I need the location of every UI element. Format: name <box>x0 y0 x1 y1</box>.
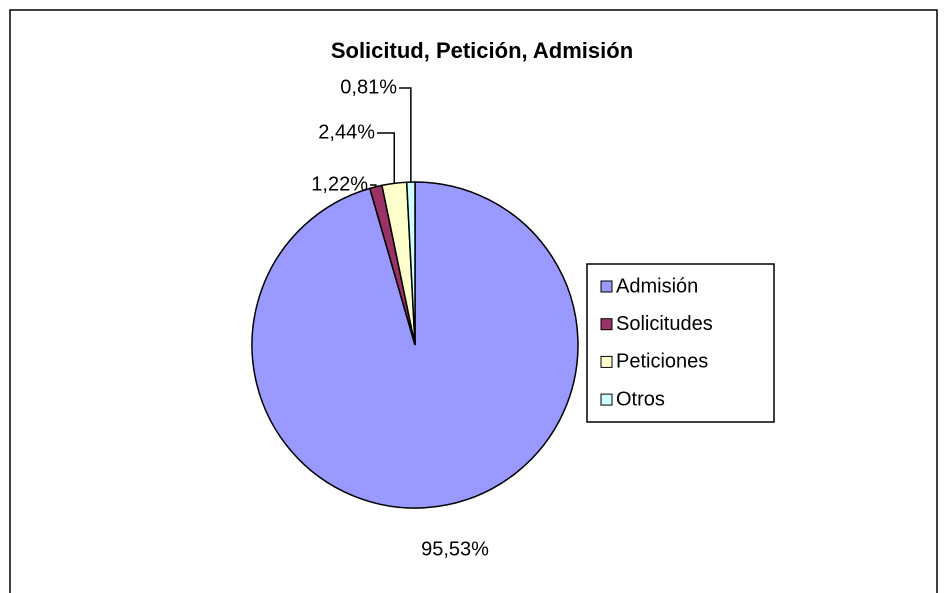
leader-line <box>399 87 412 183</box>
legend-swatch <box>600 280 613 293</box>
legend-box <box>586 263 775 423</box>
legend-label: Admisión <box>616 275 698 297</box>
legend-label: Solicitudes <box>616 313 713 335</box>
legend-swatch <box>600 393 613 406</box>
data-label: 1,22% <box>311 173 368 195</box>
legend-swatch <box>600 318 613 331</box>
leader-line <box>377 132 396 184</box>
leader-line <box>370 184 377 187</box>
chart-title: Solicitud, Petición, Admisión <box>331 38 633 63</box>
legend-label: Otros <box>616 388 665 410</box>
data-label: 0,81% <box>340 76 397 98</box>
data-label: 95,53% <box>421 538 489 560</box>
data-label: 2,44% <box>318 121 375 143</box>
legend-swatch <box>600 355 613 368</box>
legend-label: Peticiones <box>616 351 708 373</box>
